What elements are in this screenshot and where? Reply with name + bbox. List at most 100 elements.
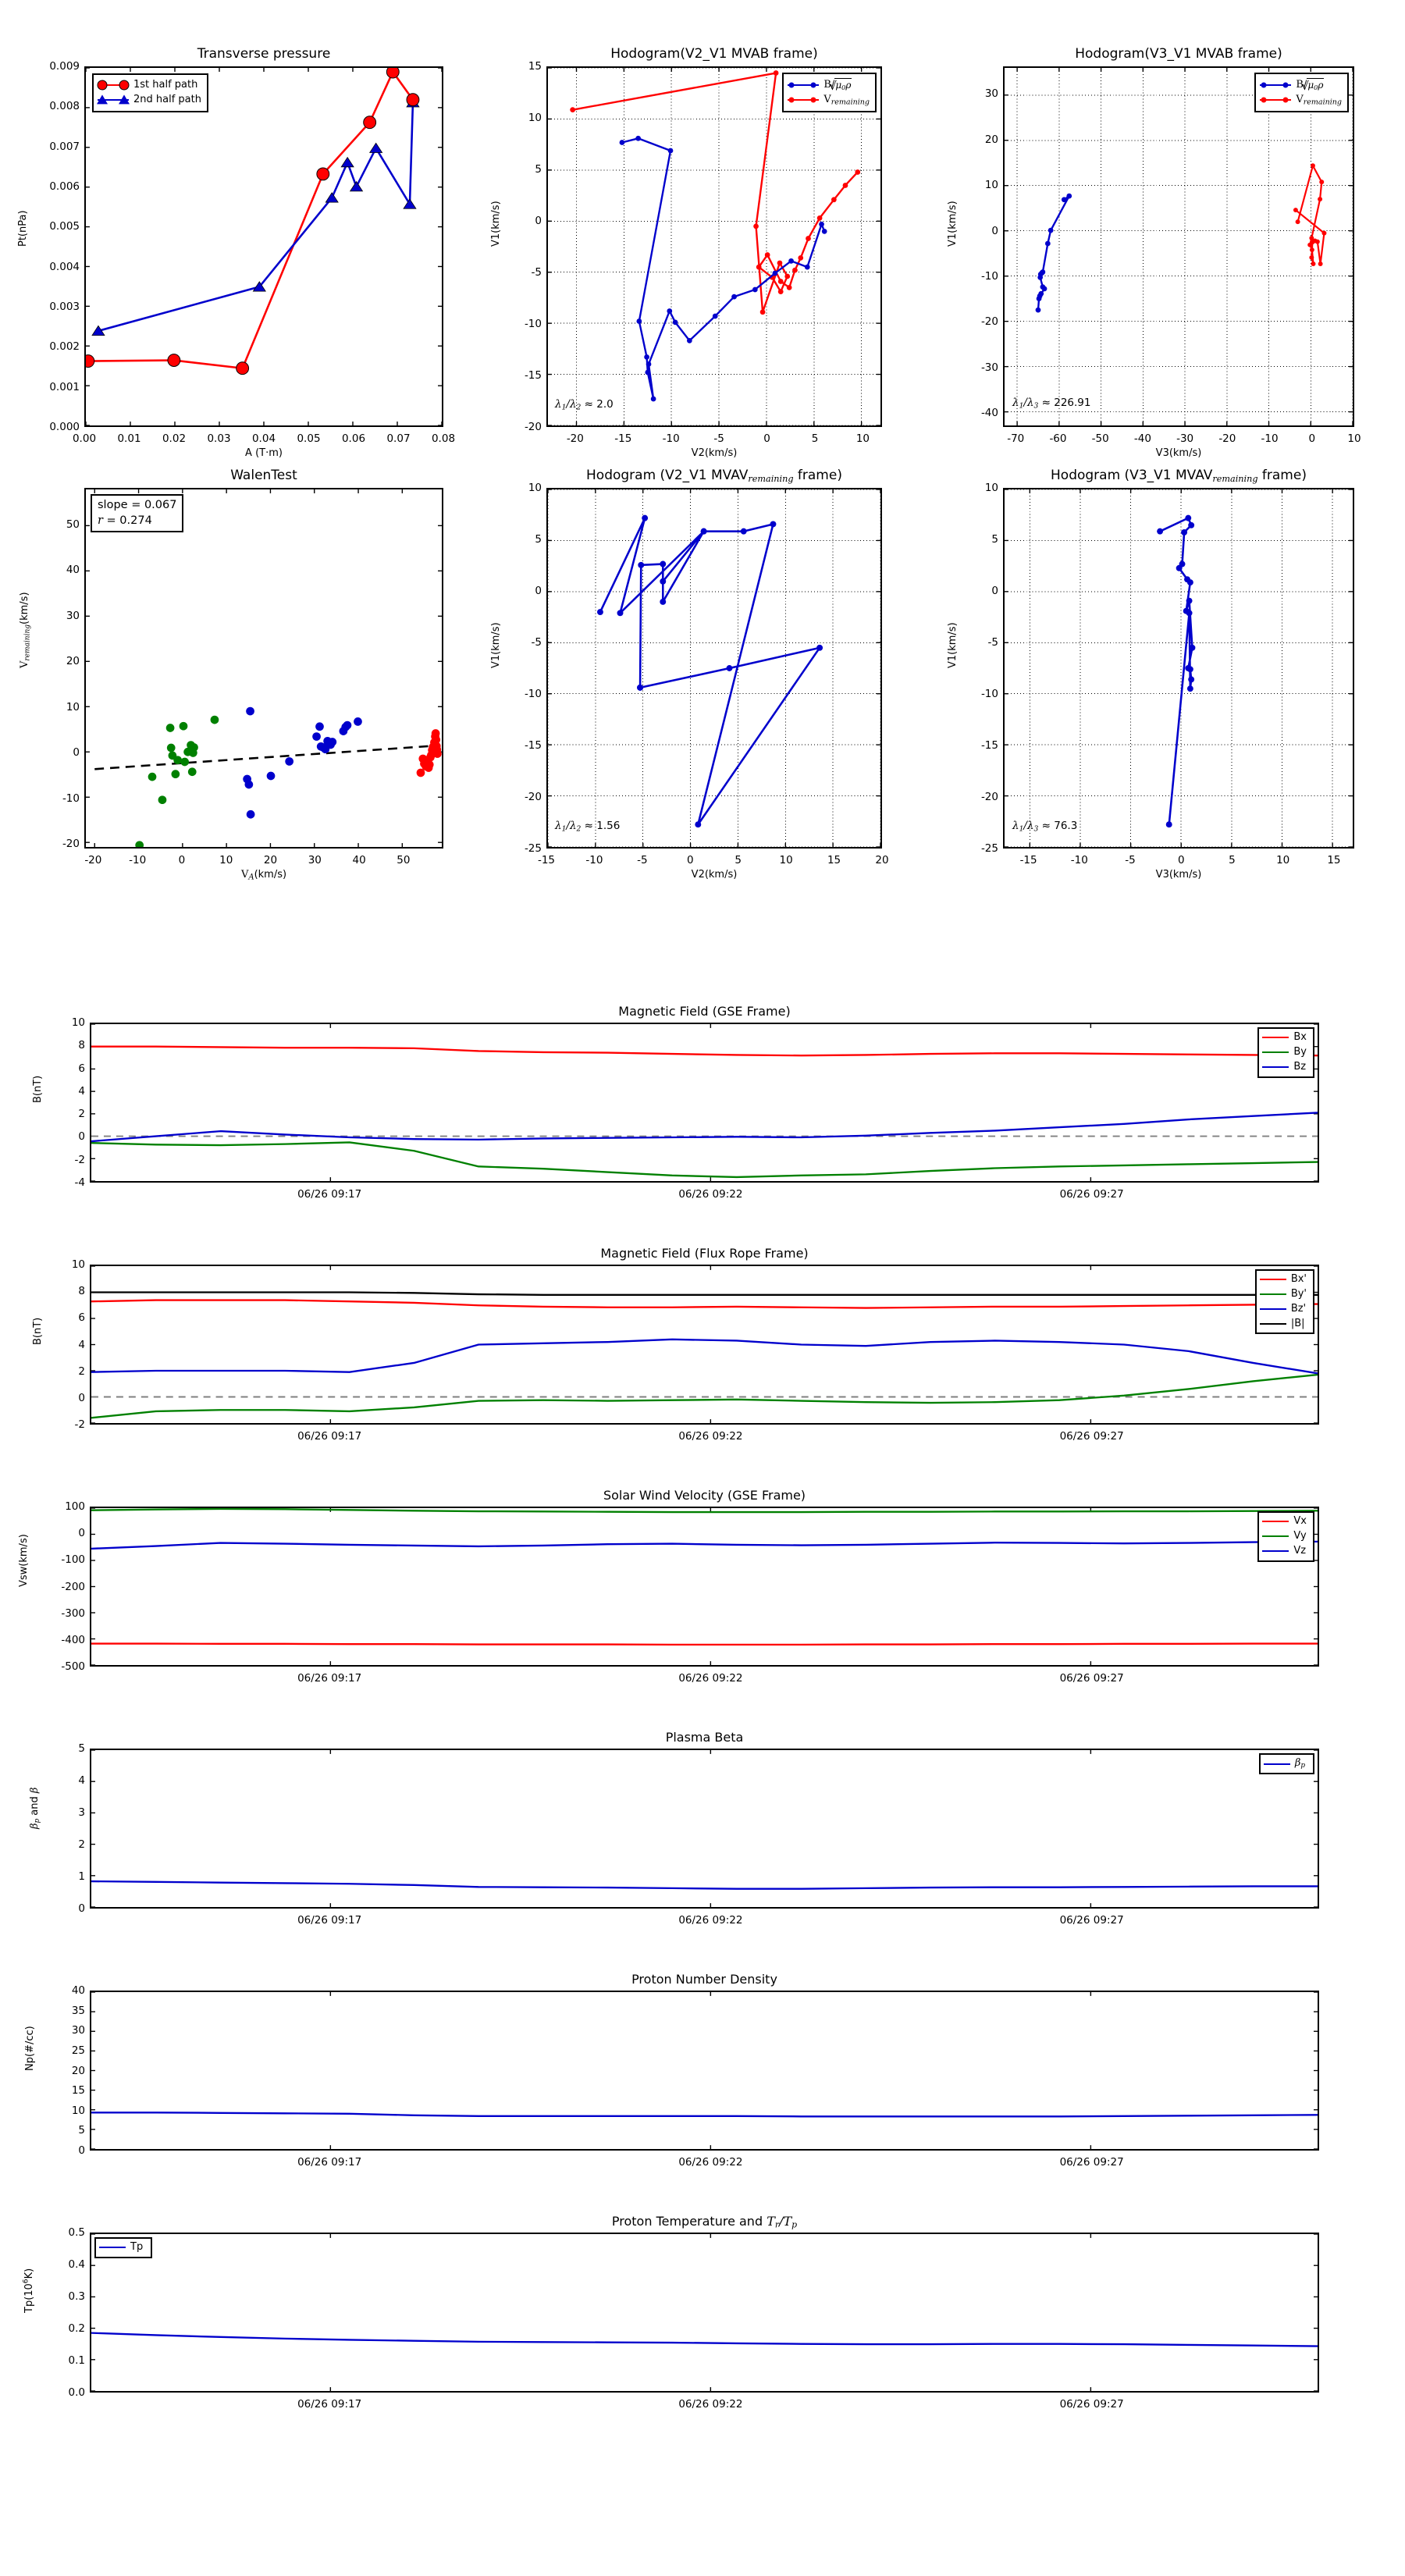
proton-number-density-xtick: 06/26 09:27	[1059, 2156, 1124, 2169]
proton-temperature-xtick: 06/26 09:27	[1059, 2398, 1124, 2411]
legend-row-v-remaining: Vremaining	[1260, 93, 1342, 108]
plasma-beta-xtick: 06/26 09:22	[678, 1914, 743, 1927]
solar-wind-velocity-gse-xtick: 06/26 09:27	[1059, 1672, 1124, 1685]
proton-number-density-ytick: 30	[71, 2024, 85, 2037]
walen-test-ytick: -20	[62, 838, 80, 851]
walen-test-xlabel-text: VA(km/s)	[240, 869, 287, 882]
transverse-pressure-panel: Transverse pressure 1st half path 2nd half…	[0, 0, 468, 461]
magnetic-field-gse-ytick: 2	[78, 1108, 85, 1121]
walen-test-y-axis-label: Vremaining(km/s)	[19, 592, 31, 668]
hodogram-v3v1-mvab-plot-area: B/√ μ0ρ Vremaining λ1/λ3 ≈ 226.91	[1003, 66, 1354, 427]
legend-row-b-alfven: B/√ μ0ρ	[1260, 77, 1342, 93]
legend-row-beta-p: βp	[1263, 1756, 1305, 1771]
proton-number-density-ytick: 10	[71, 2104, 85, 2117]
plasma-beta-ytick: 4	[78, 1774, 85, 1787]
legend-label-tp: Tp	[130, 2241, 144, 2253]
magnetic-field-fluxrope-ytick: -2	[74, 1418, 85, 1431]
hodogram-v2v1-mvab-xtick: 5	[811, 432, 819, 445]
magnetic-field-fluxrope-ytick: 0	[78, 1391, 85, 1404]
beta-p-line-icon	[1263, 1763, 1290, 1765]
proton-number-density-ytick: 35	[71, 2004, 85, 2017]
magnetic-field-fluxrope-xtick: 06/26 09:22	[678, 1430, 743, 1443]
legend-label-babs: |B|	[1290, 1317, 1305, 1329]
magnetic-field-gse-ylabel-text: B(nT)	[32, 1075, 44, 1103]
legend-row-tp: Tp	[99, 2240, 143, 2255]
hodogram-v3v1-mvab-legend: B/√ μ0ρ Vremaining	[1254, 73, 1349, 112]
walen-test-xtick: -20	[84, 854, 102, 866]
magnetic-field-gse-ytick: -2	[74, 1153, 85, 1166]
proton-temperature-title-text: Proton Temperature and Tr/Tp	[611, 2214, 798, 2230]
transverse-pressure-ytick: 0.007	[49, 140, 80, 153]
first-half-marker-icon	[97, 80, 130, 91]
hodogram-v2v1-mvab-y-axis-label: V1(km/s)	[490, 201, 502, 247]
proton-number-density-ytick: 40	[71, 1984, 85, 1997]
hodogram-v3v1-mvab-xtick: 0	[1308, 432, 1316, 445]
magnetic-field-gse-xtick: 06/26 09:22	[678, 1188, 743, 1201]
hodogram-v3v1-mvab-canvas	[1005, 68, 1353, 425]
transverse-pressure-ytick: 0.004	[49, 260, 80, 273]
magnetic-field-fluxrope-title-text: Magnetic Field (Flux Rope Frame)	[600, 1246, 809, 1261]
hodogram-v3v1-mvab-ytick: 30	[984, 87, 998, 101]
walen-test-ylabel-text: Vremaining(km/s)	[19, 592, 32, 668]
plasma-beta-legend: βp	[1258, 1753, 1314, 1775]
transverse-pressure-ytick: 0.002	[49, 340, 80, 354]
hodogram-v3v1-mvavr-xtick: -10	[1070, 854, 1088, 866]
walen-r-text: r = 0.274	[98, 514, 152, 527]
solar-wind-velocity-gse-ytick: -400	[61, 1633, 85, 1646]
bzp-line-icon	[1259, 1308, 1286, 1311]
magnetic-field-fluxrope-panel: Magnetic Field (Flux Rope Frame) Bx' By' Bz…	[0, 1229, 1405, 1460]
hodogram-v2v1-mvavr-panel: Hodogram (V2_V1 MVAVremaining frame) λ1/λ…	[468, 461, 921, 921]
magnetic-field-gse-title-text: Magnetic Field (GSE Frame)	[618, 1004, 791, 1019]
transverse-pressure-ytick: 0.000	[49, 421, 80, 433]
hodogram-v3v1-mvavr-title: Hodogram (V3_V1 MVAVremaining frame)	[1003, 468, 1354, 484]
hodogram-v2v1-mvavr-ylabel-text: V1(km/s)	[490, 622, 502, 668]
proton-temperature-ytick: 0.5	[68, 2226, 85, 2239]
hodogram-v2v1-mvavr-xlabel-text: V2(km/s)	[691, 869, 738, 881]
tp-line-icon	[99, 2247, 126, 2249]
walen-test-stats-box: slope = 0.067 r = 0.274	[91, 494, 184, 533]
walen-test-ytick: -10	[62, 792, 80, 805]
plasma-beta-plot-area: βp	[90, 1749, 1319, 1909]
legend-row-bxp: Bx'	[1259, 1272, 1307, 1287]
hodogram-v2v1-mvavr-ytick: -25	[524, 842, 542, 855]
hodogram-v3v1-mvab-ylabel-text: V1(km/s)	[947, 201, 959, 247]
solar-wind-velocity-gse-panel: Solar Wind Velocity (GSE Frame) Vx Vy Vz -50…	[0, 1471, 1405, 1702]
legend-label-second-half: 2nd half path	[133, 93, 201, 105]
magnetic-field-gse-title: Magnetic Field (GSE Frame)	[90, 1004, 1319, 1019]
walen-test-title: WalenTest	[84, 468, 443, 483]
hodogram-v3v1-mvavr-title-text: Hodogram (V3_V1 MVAVremaining frame)	[1051, 468, 1307, 484]
hodogram-v3v1-mvavr-panel: Hodogram (V3_V1 MVAVremaining frame) λ1/λ…	[921, 461, 1405, 921]
walen-test-xtick: 0	[178, 854, 186, 866]
solar-wind-velocity-gse-ytick: 100	[65, 1500, 85, 1513]
hodogram-v2v1-mvavr-ytick: -5	[531, 636, 542, 649]
hodogram-v2v1-mvavr-plot-area: λ1/λ2 ≈ 1.56	[546, 488, 882, 849]
walen-test-title-text: WalenTest	[230, 468, 297, 483]
walen-test-xtick: 20	[263, 854, 278, 866]
hodogram-v3v1-mvavr-xtick: 0	[1177, 854, 1185, 866]
walen-slope-text: slope = 0.067	[98, 499, 177, 511]
plasma-beta-ytick: 2	[78, 1838, 85, 1851]
hodogram-v3v1-mvab-xtick: -20	[1218, 432, 1236, 445]
hodogram-v3v1-mvavr-y-axis-label: V1(km/s)	[947, 622, 959, 668]
legend-label-byp: By'	[1290, 1287, 1307, 1300]
proton-number-density-ytick: 25	[71, 2044, 85, 2057]
hodogram-v2v1-mvavr-title: Hodogram (V2_V1 MVAVremaining frame)	[546, 468, 882, 484]
solar-wind-velocity-gse-ytick: -100	[61, 1553, 85, 1567]
legend-label-b-alfven: B/√ μ0ρ	[823, 78, 852, 93]
proton-number-density-title-text: Proton Number Density	[631, 1972, 777, 1987]
hodogram-v2v1-mvab-ytick: 10	[528, 112, 542, 124]
magnetic-field-gse-ytick: 4	[78, 1084, 85, 1098]
plasma-beta-title-text: Plasma Beta	[665, 1730, 744, 1745]
magnetic-field-fluxrope-legend: Bx' By' Bz' |B|	[1254, 1269, 1314, 1335]
magnetic-field-gse-xtick: 06/26 09:17	[297, 1188, 362, 1201]
proton-temperature-legend: Tp	[94, 2237, 153, 2258]
proton-temperature-xtick: 06/26 09:17	[297, 2398, 362, 2411]
hodogram-v2v1-mvab-ytick: 0	[535, 215, 542, 227]
magnetic-field-fluxrope-ytick: 4	[78, 1338, 85, 1351]
proton-temperature-ylabel-text: Tp(106K)	[23, 2268, 36, 2313]
plasma-beta-xtick: 06/26 09:27	[1059, 1914, 1124, 1927]
vz-line-icon	[1262, 1550, 1289, 1553]
magnetic-field-gse-ytick: 6	[78, 1062, 85, 1075]
hodogram-v2v1-mvavr-ytick: 5	[535, 533, 542, 546]
magnetic-field-fluxrope-ytick: 2	[78, 1364, 85, 1378]
